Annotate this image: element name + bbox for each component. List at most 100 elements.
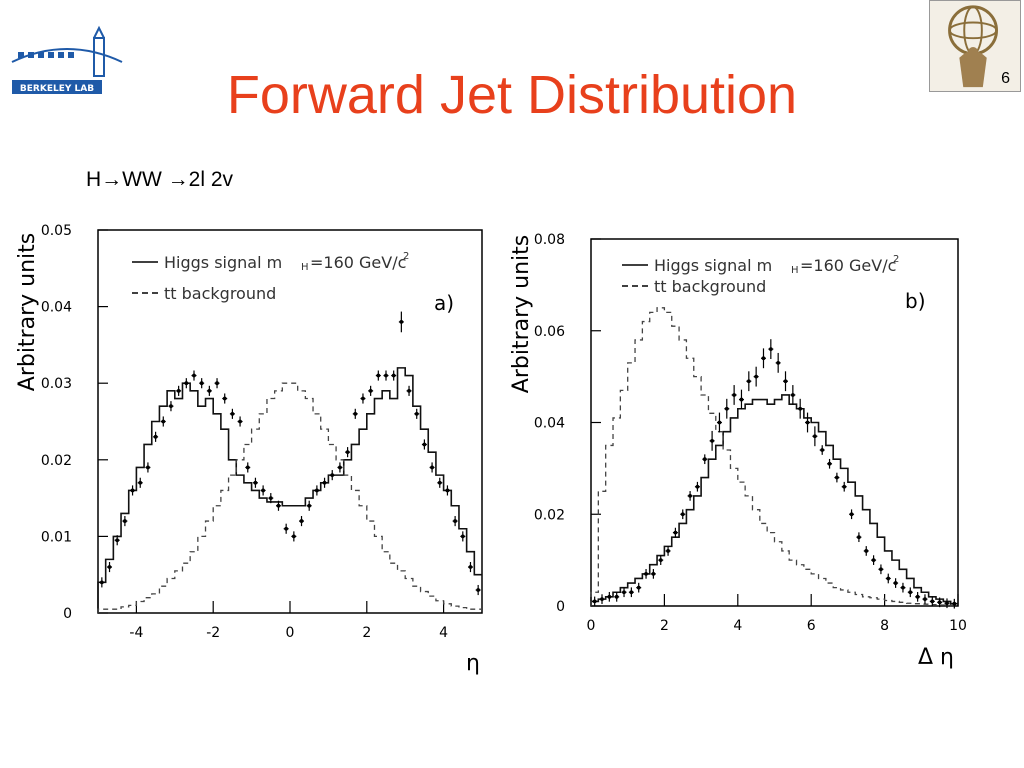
data-point	[153, 431, 159, 442]
data-point	[414, 408, 420, 419]
x-axis-label: Δ η	[918, 645, 954, 670]
atlas-logo	[929, 0, 1021, 92]
data-point	[107, 561, 113, 573]
data-point	[252, 477, 258, 488]
data-point	[775, 352, 781, 373]
slide-subtitle: H→WW →2l 2v	[86, 168, 233, 191]
x-tick-label: 4	[733, 618, 742, 634]
data-point	[222, 393, 228, 404]
data-point	[871, 555, 877, 565]
data-point	[672, 527, 678, 538]
y-tick-label: 0.01	[41, 529, 72, 545]
data-point	[406, 385, 412, 396]
data-point	[900, 582, 906, 593]
background-histogram	[590, 307, 958, 607]
data-point	[268, 493, 274, 504]
data-point	[452, 516, 458, 527]
data-point	[614, 591, 620, 602]
background-histogram	[97, 382, 482, 613]
chart-legend: Higgs signal m H =160 GeV/c 2 tt backgro…	[622, 254, 899, 296]
data-point	[460, 531, 466, 542]
x-tick-label: 0	[587, 618, 596, 634]
panel-label: a)	[434, 291, 454, 315]
svg-text:H: H	[301, 262, 309, 273]
data-point	[937, 597, 943, 608]
data-point	[383, 370, 389, 381]
data-point	[951, 598, 957, 609]
data-point	[621, 587, 627, 598]
y-tick-label: 0.02	[41, 453, 72, 469]
data-point	[834, 472, 840, 483]
y-tick-label: 0	[63, 606, 72, 622]
data-point	[709, 430, 715, 451]
data-point	[114, 535, 120, 546]
data-point	[636, 582, 642, 593]
y-tick-label: 0.04	[41, 300, 72, 316]
x-tick-label: 6	[807, 618, 816, 634]
svg-text:2: 2	[893, 254, 899, 265]
data-point	[467, 561, 473, 573]
data-point	[291, 531, 297, 542]
x-axis-label: η	[466, 651, 480, 676]
data-point	[893, 578, 899, 588]
data-point	[206, 385, 212, 396]
data-point	[944, 598, 950, 609]
y-tick-label: 0.02	[534, 507, 565, 523]
y-tick-label: 0.03	[41, 376, 72, 392]
x-tick-label: 8	[880, 618, 889, 634]
x-tick-label: -2	[206, 625, 220, 641]
data-point	[650, 569, 656, 579]
slide-title: Forward Jet Distribution	[226, 65, 798, 125]
data-point	[245, 462, 251, 473]
svg-text:=160 GeV/c: =160 GeV/c	[310, 253, 406, 272]
data-point	[687, 491, 693, 501]
data-point	[475, 584, 481, 596]
y-tick-label: 0.06	[534, 324, 565, 340]
data-point	[724, 398, 730, 419]
data-point	[592, 596, 598, 607]
data-point	[680, 509, 686, 520]
data-point	[421, 439, 427, 450]
data-point	[907, 587, 913, 598]
data-point	[329, 470, 335, 481]
data-point	[753, 366, 759, 387]
slide-number: 6	[1001, 70, 1010, 87]
data-point	[352, 408, 358, 419]
y-axis-label: Arbitrary units	[15, 233, 40, 391]
chart-legend: Higgs signal m H =160 GeV/c 2 tt backgro…	[132, 251, 409, 303]
data-point	[229, 408, 235, 419]
y-tick-label: 0.05	[41, 223, 72, 239]
data-point	[760, 348, 766, 369]
data-point	[214, 378, 220, 389]
data-point	[665, 546, 671, 556]
plot-frame	[590, 238, 959, 607]
data-point	[915, 591, 921, 602]
x-tick-label: 10	[949, 618, 967, 634]
data-point	[599, 594, 605, 604]
data-point	[716, 412, 722, 433]
data-point	[183, 378, 189, 389]
data-point	[922, 594, 928, 604]
data-point	[283, 523, 289, 534]
data-point	[929, 596, 935, 607]
data-point	[199, 378, 205, 389]
data-point	[176, 385, 182, 396]
legend-background-label: tt background	[654, 277, 766, 296]
svg-text:H: H	[791, 265, 799, 276]
data-point	[99, 577, 105, 588]
data-point	[812, 426, 818, 447]
x-tick-label: 2	[362, 625, 371, 641]
chart-eta: Arbitrary units 0 0.01 0.02 0.03 0.04 0.05 -4 -…	[15, 223, 483, 676]
data-point	[702, 454, 708, 465]
x-tick-label: 0	[286, 625, 295, 641]
data-point	[360, 393, 366, 404]
data-point	[658, 555, 664, 565]
chart-delta-eta: Arbitrary units 0 0.02 0.04 0.06 0.08 0 2 4 6 8 10…	[509, 232, 967, 670]
data-point	[191, 370, 197, 381]
data-point	[885, 573, 891, 584]
data-point	[841, 481, 847, 492]
data-point	[819, 445, 825, 455]
data-point	[260, 485, 266, 496]
legend-signal-label: Higgs signal m	[164, 253, 282, 272]
data-point	[130, 485, 136, 496]
